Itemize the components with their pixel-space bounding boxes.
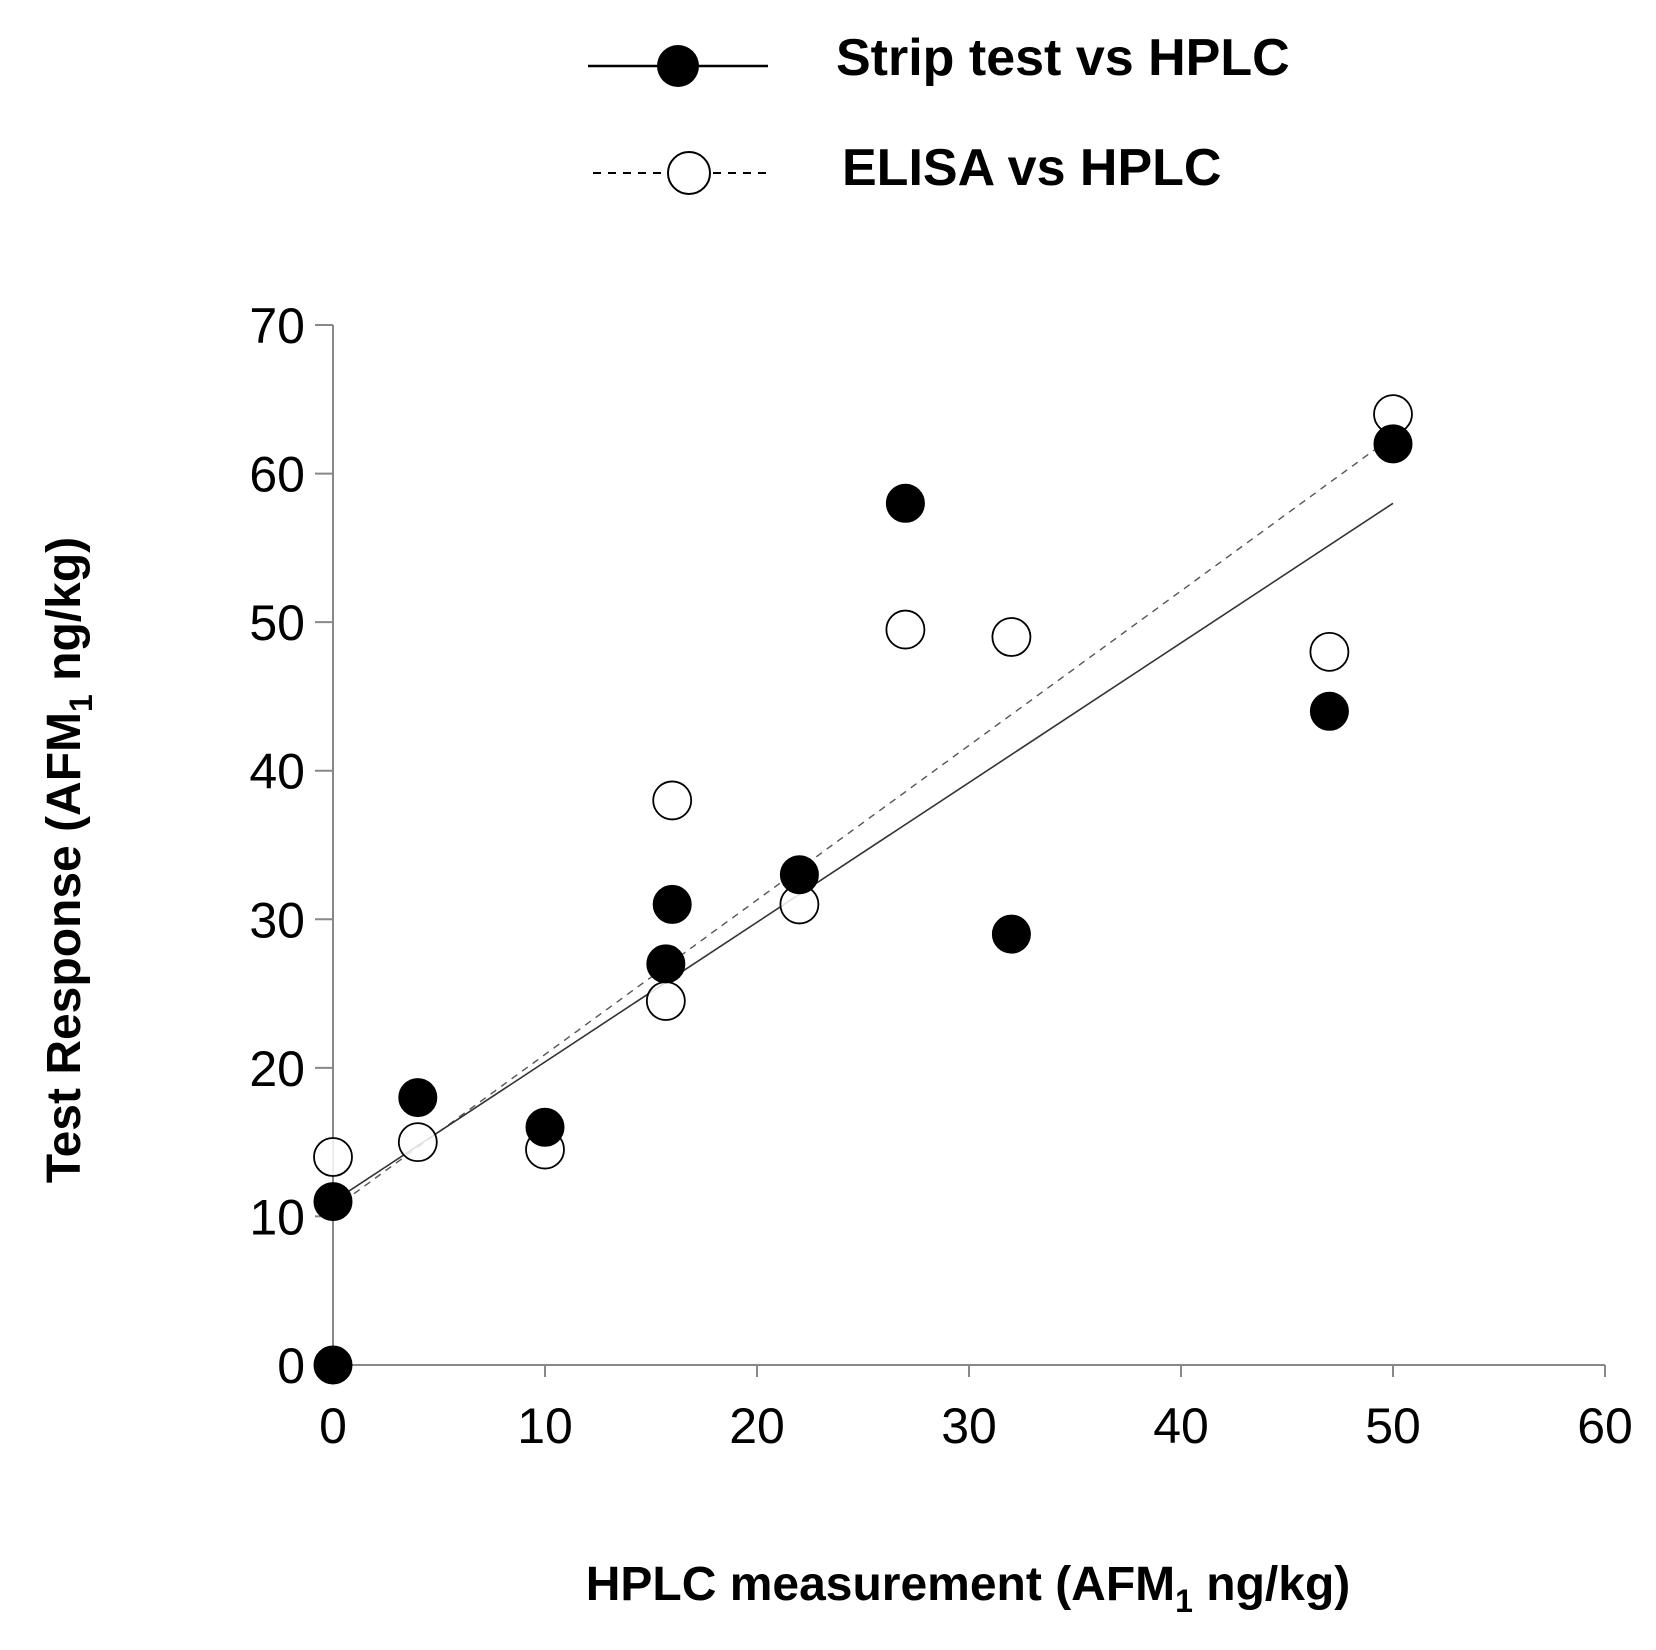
legend-label-elisa: ELISA vs HPLC xyxy=(842,139,1222,197)
elisa-point xyxy=(991,617,1032,657)
ticks xyxy=(315,324,1606,1377)
strip-test-point xyxy=(991,914,1031,954)
tick-labels: 0 10 20 30 40 50 60 0 10 20 30 40 50 60 70 xyxy=(249,298,1632,1454)
strip-test-point xyxy=(398,1078,438,1118)
x-axis-title-units: ng/kg) xyxy=(1193,1558,1350,1611)
y-tick-label: 30 xyxy=(249,892,305,948)
strip-test-point xyxy=(313,1345,353,1385)
x-tick-label: 20 xyxy=(729,1398,785,1454)
legend-entry-elisa: ELISA vs HPLC xyxy=(593,139,1222,197)
y-tick-label: 50 xyxy=(249,595,305,651)
legend-entry-strip-test: Strip test vs HPLC xyxy=(588,29,1290,87)
x-tick-label: 40 xyxy=(1153,1398,1209,1454)
y-tick-label: 10 xyxy=(249,1189,305,1245)
y-tick-label: 0 xyxy=(277,1338,305,1394)
elisa-point xyxy=(885,609,926,650)
y-tick-label: 20 xyxy=(249,1041,305,1097)
y-axis-title-main: Test Response (AFM xyxy=(38,712,91,1183)
y-tick-label: 70 xyxy=(249,298,305,354)
x-tick-label: 60 xyxy=(1577,1398,1633,1454)
data-points xyxy=(313,394,1413,1385)
elisa-point xyxy=(397,1122,438,1163)
legend-open-circle-marker xyxy=(667,151,711,195)
x-tick-label: 30 xyxy=(941,1398,997,1454)
strip-test-point xyxy=(646,944,686,984)
strip-test-point xyxy=(1373,424,1413,464)
strip-test-fit-line xyxy=(332,502,1394,1203)
legend: Strip test vs HPLC ELISA vs HPLC xyxy=(588,29,1290,197)
strip-test-point xyxy=(885,483,925,523)
elisa-point xyxy=(652,780,693,821)
x-tick-label: 0 xyxy=(319,1398,347,1454)
x-axis-title-subscript: 1 xyxy=(1175,1583,1193,1619)
y-tick-label: 60 xyxy=(249,447,305,503)
legend-filled-circle-marker xyxy=(657,45,699,87)
fit-lines xyxy=(332,435,1394,1210)
x-axis-title: HPLC measurement (AFM1 ng/kg) xyxy=(586,1558,1351,1619)
elisa-point xyxy=(645,981,686,1021)
y-axis-title-units: ng/kg) xyxy=(38,537,91,694)
elisa-point xyxy=(313,1137,353,1177)
axes xyxy=(332,325,1605,1366)
legend-label-strip-test: Strip test vs HPLC xyxy=(836,29,1290,87)
strip-test-point xyxy=(652,884,692,924)
x-axis-title-main: HPLC measurement (AFM xyxy=(586,1558,1175,1611)
x-tick-label: 50 xyxy=(1365,1398,1421,1454)
strip-test-point xyxy=(525,1107,565,1147)
x-tick-label: 10 xyxy=(517,1398,573,1454)
strip-test-point xyxy=(779,855,819,895)
elisa-fit-line xyxy=(332,435,1394,1210)
strip-test-point xyxy=(1309,691,1349,731)
strip-test-point xyxy=(313,1182,353,1222)
elisa-point xyxy=(1309,631,1350,672)
y-tick-label: 40 xyxy=(249,744,305,800)
y-axis-title: Test Response (AFM1 ng/kg) xyxy=(38,537,99,1183)
y-axis-title-subscript: 1 xyxy=(63,694,99,712)
